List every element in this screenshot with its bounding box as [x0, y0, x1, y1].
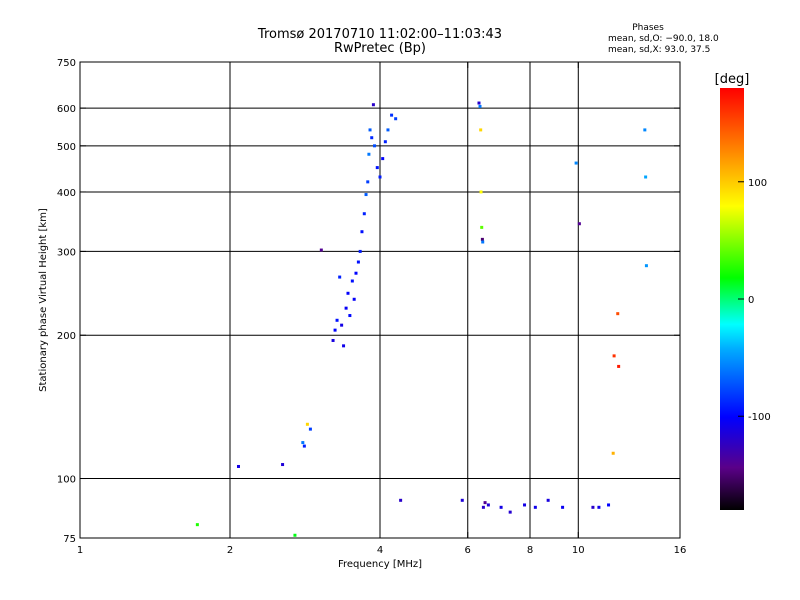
data-point — [378, 175, 382, 179]
data-point — [399, 498, 403, 502]
data-point — [364, 193, 368, 197]
data-point — [546, 498, 550, 502]
data-point — [305, 422, 309, 426]
data-point — [616, 312, 620, 316]
data-point — [597, 505, 601, 509]
colorbar-tick-label: 0 — [748, 295, 754, 306]
data-point — [293, 533, 297, 537]
data-point — [479, 190, 483, 194]
data-point — [478, 104, 482, 108]
data-point — [333, 328, 337, 332]
data-point — [591, 505, 595, 509]
data-point — [352, 297, 356, 301]
data-point — [523, 503, 527, 507]
data-point — [460, 498, 464, 502]
data-point — [350, 279, 354, 283]
data-point — [499, 505, 503, 509]
data-point — [479, 128, 483, 132]
x-tick-label: 8 — [527, 545, 533, 556]
data-point — [356, 260, 360, 264]
phase-info-line-o: mean, sd,O: −90.0, 18.0 — [608, 34, 719, 44]
x-tick-label: 16 — [674, 545, 687, 556]
data-point — [346, 291, 350, 295]
data-point — [340, 323, 344, 327]
data-point — [308, 427, 312, 431]
data-point — [480, 225, 484, 229]
y-tick-label: 300 — [57, 247, 76, 258]
data-point — [574, 161, 578, 165]
phase-info-line-x: mean, sd,X: 93.0, 37.5 — [608, 45, 711, 55]
axis-ticks: 1 2 4 6 8 10 16 75 100 200 300 400 500 600 750 — [57, 58, 686, 556]
x-tick-label: 6 — [465, 545, 471, 556]
y-tick-label: 200 — [57, 331, 76, 342]
x-tick-label: 10 — [572, 545, 585, 556]
data-point — [508, 510, 512, 514]
x-tick-label: 1 — [77, 545, 83, 556]
data-point — [481, 240, 485, 244]
data-point — [480, 237, 484, 241]
data-point — [644, 264, 648, 268]
x-tick-label: 2 — [227, 545, 233, 556]
data-point — [373, 144, 377, 148]
data-point — [301, 441, 305, 445]
data-point — [302, 444, 306, 448]
data-point — [617, 364, 621, 368]
x-axis-label: Frequency [MHz] — [337, 559, 423, 570]
x-tick-label: 4 — [377, 545, 383, 556]
data-point — [344, 306, 348, 310]
data-point — [375, 166, 379, 170]
data-point — [561, 505, 565, 509]
y-tick-label: 75 — [63, 534, 76, 545]
data-point — [319, 248, 323, 252]
data-point — [477, 101, 481, 105]
data-point — [386, 128, 390, 132]
chart-subtitle: RwPretec (Bp) — [333, 41, 427, 56]
data-point — [611, 451, 615, 455]
data-point — [360, 230, 364, 234]
data-point — [394, 117, 398, 121]
data-point — [358, 249, 362, 253]
y-tick-label: 500 — [57, 142, 76, 153]
colorbar-ticks: -100 0 100 — [738, 178, 771, 423]
data-point — [366, 180, 370, 184]
data-point — [486, 503, 490, 507]
data-point — [483, 501, 487, 505]
data-point — [338, 275, 342, 279]
y-tick-label: 400 — [57, 188, 76, 199]
data-point — [643, 128, 647, 132]
data-point — [335, 318, 339, 322]
data-point — [354, 271, 358, 275]
data-point — [348, 314, 352, 318]
data-point — [383, 140, 387, 144]
y-tick-label: 100 — [57, 475, 76, 486]
data-point — [342, 344, 346, 348]
data-point — [281, 463, 285, 467]
data-point — [481, 505, 485, 509]
grid-lines — [80, 62, 680, 538]
data-point — [195, 523, 199, 527]
phase-info-title: Phases — [632, 23, 664, 33]
colorbar-tick-label: -100 — [748, 412, 771, 423]
chart-title: Tromsø 20170710 11:02:00–11:03:43 — [257, 27, 503, 42]
data-point — [368, 128, 372, 132]
data-point — [644, 175, 648, 179]
data-point — [370, 136, 374, 140]
data-point — [331, 338, 335, 342]
y-tick-label: 750 — [57, 58, 76, 69]
data-point — [362, 212, 366, 216]
data-point — [236, 464, 240, 468]
data-point — [607, 503, 611, 507]
colorbar-label: [deg] — [714, 72, 750, 87]
y-tick-label: 600 — [57, 104, 76, 115]
data-point — [612, 354, 616, 358]
data-point — [390, 113, 394, 117]
data-point — [577, 222, 581, 226]
data-point — [381, 157, 385, 161]
colorbar-tick-label: 100 — [748, 178, 767, 189]
data-point — [367, 152, 371, 156]
data-point — [533, 505, 537, 509]
data-point — [371, 103, 375, 107]
data-points — [195, 101, 648, 537]
